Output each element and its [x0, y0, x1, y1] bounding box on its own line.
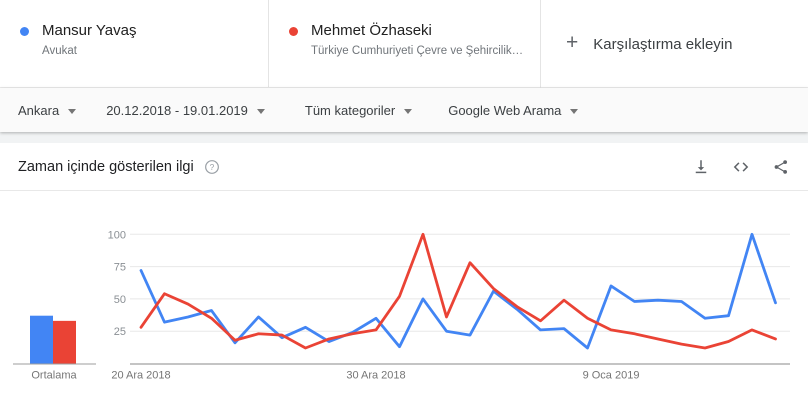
term-title: Mehmet Özhaseki [311, 22, 432, 39]
date-range-filter-dropdown[interactable]: 20.12.2018 - 19.01.2019 [106, 103, 265, 118]
svg-text:?: ? [209, 162, 214, 172]
category-filter-dropdown[interactable]: Tüm kategoriler [304, 102, 413, 118]
term-card-mansur-yavas[interactable]: Mansur Yavaş Avukat [0, 0, 268, 87]
term-title: Mansur Yavaş [42, 22, 137, 39]
search-type-filter-label: Google Web Arama [448, 102, 562, 118]
add-comparison-label: Karşılaştırma ekleyin [593, 35, 733, 53]
search-type-filter-dropdown[interactable]: Google Web Arama [448, 102, 579, 118]
average-bar-mansur-yavas [30, 315, 53, 364]
chart-card-header: Zaman içinde gösterilen ilgi ? [0, 143, 808, 191]
term-subtitle: Türkiye Cumhuriyeti Çevre ve Şehircilik … [311, 45, 526, 57]
share-icon[interactable] [772, 158, 790, 176]
chevron-down-icon [256, 108, 265, 114]
region-filter-label: Ankara [18, 102, 60, 118]
chart-card-title: Zaman içinde gösterilen ilgi [18, 158, 194, 175]
y-axis-label: 100 [108, 229, 126, 241]
average-bar-mehmet-ozhaseki [53, 320, 76, 364]
comparison-cards-row: Mansur Yavaş Avukat Mehmet Özhaseki Türk… [0, 0, 808, 88]
y-axis-label: 25 [114, 326, 126, 338]
line-chart[interactable]: 25 50 75 100 20 Ara 2018 30 Ara 2018 9 Oca 201… [0, 192, 808, 402]
help-icon[interactable]: ? [204, 159, 220, 175]
series-color-dot-blue [20, 27, 29, 36]
average-label: Ortalama [31, 370, 77, 382]
chevron-down-icon [68, 108, 77, 114]
date-range-filter-label: 20.12.2018 - 19.01.2019 [106, 102, 248, 118]
interest-over-time-card: Zaman içinde gösterilen ilgi ? 25 50 75 100… [0, 143, 808, 402]
series-line-mansur-yavas [139, 232, 777, 350]
y-axis-label: 50 [114, 294, 126, 306]
plus-icon: + [566, 31, 579, 54]
term-card-mehmet-ozhaseki[interactable]: Mehmet Özhaseki Türkiye Cumhuriyeti Çevr… [268, 0, 540, 87]
term-subtitle: Avukat [42, 45, 77, 57]
embed-icon[interactable] [732, 158, 750, 176]
region-filter-dropdown[interactable]: Ankara [18, 102, 77, 118]
add-comparison-button[interactable]: + Karşılaştırma ekleyin [540, 0, 808, 88]
x-axis-label: 30 Ara 2018 [346, 370, 405, 382]
category-filter-label: Tüm kategoriler [304, 102, 396, 118]
y-axis-label: 75 [114, 262, 126, 274]
download-icon[interactable] [692, 158, 710, 176]
series-color-dot-red [289, 27, 298, 36]
chart-body: 25 50 75 100 20 Ara 2018 30 Ara 2018 9 Oca 201… [0, 192, 808, 402]
x-axis-label: 20 Ara 2018 [111, 370, 170, 382]
filter-bar: Ankara 20.12.2018 - 19.01.2019 Tüm kateg… [0, 88, 808, 132]
chevron-down-icon [570, 108, 579, 114]
series-line-mehmet-ozhaseki [139, 232, 777, 350]
chevron-down-icon [404, 108, 413, 114]
x-axis-label: 9 Oca 2019 [583, 370, 640, 382]
